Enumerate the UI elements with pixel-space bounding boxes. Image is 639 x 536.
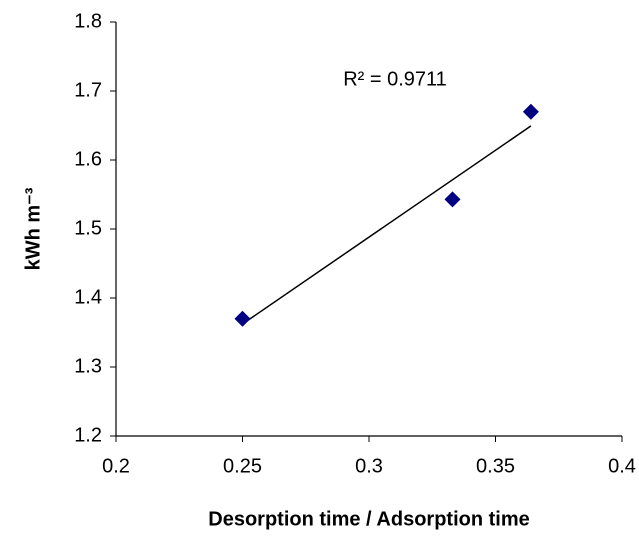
x-tick-label: 0.2 [102,455,130,477]
y-axis-title: kWh m⁻³ [22,187,44,270]
x-axis-title: Desorption time / Adsorption time [208,508,530,530]
y-tick-label: 1.7 [74,79,102,101]
y-tick-label: 1.2 [74,424,102,446]
point [522,103,539,120]
y-tick-label: 1.8 [74,10,102,32]
y-tick-label: 1.3 [74,355,102,377]
x-tick-label: 0.3 [355,455,383,477]
point [444,191,461,208]
point [234,310,251,327]
annotation: R² = 0.9711 [343,68,447,90]
x-tick-label: 0.35 [476,455,515,477]
y-tick-label: 1.5 [74,217,102,239]
y-tick-label: 1.4 [74,286,102,308]
x-tick-label: 0.25 [223,455,262,477]
trendline [242,125,532,325]
y-tick-label: 1.6 [74,148,102,170]
x-tick-label: 0.4 [608,455,636,477]
